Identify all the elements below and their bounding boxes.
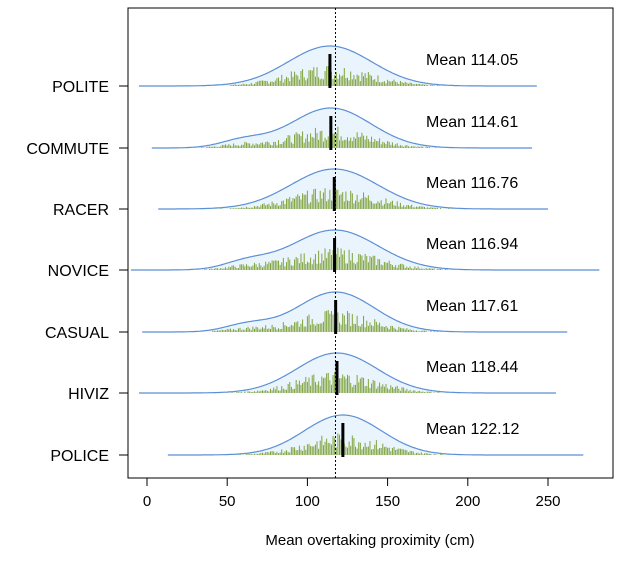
density-line-police — [167, 414, 584, 456]
category-label-polite: POLITE — [52, 79, 109, 96]
density-fill-novice — [130, 230, 600, 270]
ridge-polite: Mean 114.05 — [138, 45, 537, 88]
category-label-casual: CASUAL — [45, 325, 109, 342]
category-label-racer: RACER — [53, 202, 109, 219]
y-axis: POLITE COMMUTE RACER NOVICE CASUAL HIVIZ POLIC… — [26, 79, 128, 465]
x-tick-label: 150 — [375, 493, 400, 510]
mean-label-casual: Mean 117.61 — [426, 298, 518, 315]
mean-label-polite: Mean 114.05 — [426, 52, 518, 69]
x-tick-label: 0 — [143, 493, 151, 510]
x-tick-label: 50 — [219, 493, 236, 510]
category-label-commute: COMMUTE — [26, 141, 109, 158]
category-label-police: POLICE — [50, 448, 109, 465]
category-label-novice: NOVICE — [48, 263, 109, 280]
density-line-commute — [151, 107, 532, 149]
ridge-casual: Mean 117.61 — [142, 291, 568, 334]
density-fill-commute — [151, 108, 533, 148]
ridge-commute: Mean 114.61 — [151, 107, 533, 150]
density-fill-police — [167, 415, 584, 455]
density-fill-polite — [138, 46, 537, 86]
ridge-police: Mean 122.12 — [167, 414, 584, 457]
x-axis-title: Mean overtaking proximity (cm) — [265, 532, 474, 549]
x-axis: 0 50 100 150 200 250 — [143, 478, 561, 510]
mean-label-commute: Mean 114.61 — [426, 114, 518, 131]
ridge-racer: Mean 116.76 — [158, 168, 548, 211]
density-fill-hiviz — [138, 353, 557, 393]
density-line-casual — [142, 291, 568, 333]
ridge-novice: Mean 116.94 — [130, 229, 600, 272]
density-line-racer — [158, 168, 548, 210]
x-tick-label: 100 — [295, 493, 320, 510]
density-fill-racer — [158, 169, 548, 209]
mean-label-police: Mean 122.12 — [426, 421, 520, 438]
ridge-hiviz: Mean 118.44 — [138, 352, 557, 395]
x-tick-label: 200 — [455, 493, 480, 510]
density-line-polite — [138, 45, 537, 87]
mean-label-novice: Mean 116.94 — [426, 236, 518, 253]
mean-label-hiviz: Mean 118.44 — [426, 359, 518, 376]
mean-label-racer: Mean 116.76 — [426, 175, 518, 192]
density-line-novice — [130, 229, 600, 271]
ridges-group: Mean 114.05 Mean 114.61 Mean 116.76 Mean 11… — [130, 45, 600, 457]
category-label-hiviz: HIVIZ — [68, 386, 109, 403]
density-line-hiviz — [138, 352, 557, 394]
x-tick-label: 250 — [535, 493, 560, 510]
plot-frame — [127, 7, 614, 479]
